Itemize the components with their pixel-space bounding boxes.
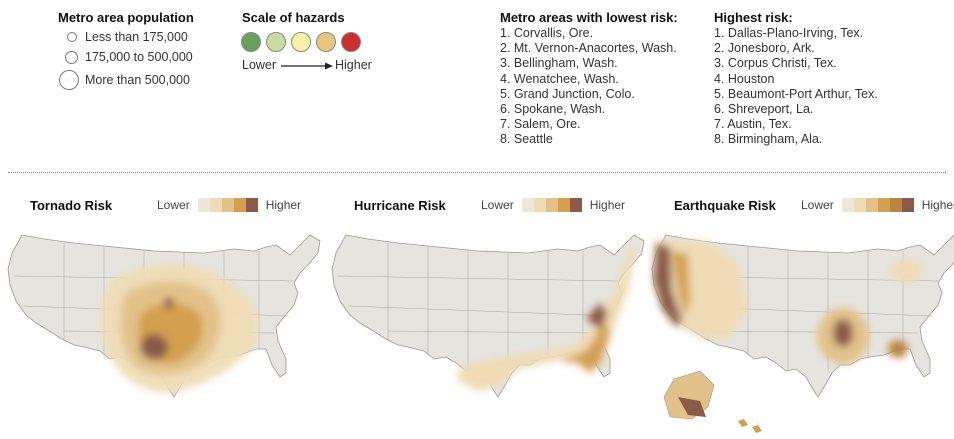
risk-maps xyxy=(7,234,954,433)
earthquake-map-title: Earthquake Risk xyxy=(674,198,776,213)
population-label: More than 500,000 xyxy=(85,73,190,87)
earthquake-map xyxy=(651,234,954,433)
hazard-lower-label: Lower xyxy=(242,58,277,72)
hazard-swatch xyxy=(316,32,336,52)
list-item: 4. Wenatchee, Wash. xyxy=(500,71,619,86)
hurricane-risk-zones xyxy=(458,247,636,391)
medium-circle-icon xyxy=(65,50,78,64)
hurricane-legend: Lower Higher xyxy=(481,198,625,212)
population-legend-title: Metro area population xyxy=(58,10,194,25)
legend-scale xyxy=(197,198,258,212)
legend-scale xyxy=(521,198,582,212)
list-item: 7. Salem, Ore. xyxy=(500,117,581,132)
list-item: 6. Spokane, Wash. xyxy=(500,102,606,117)
population-label: 175,000 to 500,000 xyxy=(85,50,193,64)
arrow-right-icon xyxy=(281,62,333,70)
tornado-map xyxy=(7,234,321,398)
hazard-swatch xyxy=(291,32,311,52)
list-item: 1. Dallas-Plano-Irving, Tex. xyxy=(714,26,864,40)
hurricane-map xyxy=(331,234,645,398)
section-divider xyxy=(8,172,946,173)
list-item: 5. Beaumont-Port Arthur, Tex. xyxy=(714,86,878,101)
highest-risk-list: 1. Dallas-Plano-Irving, Tex. 2. Jonesbor… xyxy=(714,26,878,148)
legend-lower-label: Lower xyxy=(801,198,834,212)
highest-risk-title: Highest risk: xyxy=(714,10,793,25)
list-item: 5. Grand Junction, Colo. xyxy=(500,86,635,101)
hurricane-map-title: Hurricane Risk xyxy=(354,198,446,213)
population-item-large: More than 500,000 xyxy=(59,70,190,90)
population-item-small: Less than 175,000 xyxy=(64,30,188,44)
list-item: 1. Corvallis, Ore. xyxy=(500,26,594,40)
hawaii-inset xyxy=(738,419,762,433)
list-item: 6. Shreveport, La. xyxy=(714,102,814,117)
list-item: 2. Jonesboro, Ark. xyxy=(714,41,815,56)
lowest-risk-list: 1. Corvallis, Ore. 2. Mt. Vernon-Anacort… xyxy=(500,26,677,148)
hazard-higher-label: Higher xyxy=(335,58,372,72)
hazard-scale-title: Scale of hazards xyxy=(242,10,345,25)
population-item-medium: 175,000 to 500,000 xyxy=(63,50,193,64)
small-circle-icon xyxy=(67,32,77,42)
list-item: 2. Mt. Vernon-Anacortes, Wash. xyxy=(500,41,677,56)
tornado-map-title: Tornado Risk xyxy=(30,198,113,213)
list-item: 4. Houston xyxy=(714,71,775,86)
hazard-swatch xyxy=(266,32,286,52)
hazard-swatch xyxy=(241,32,261,52)
hazard-scale-swatches xyxy=(241,32,366,52)
population-label: Less than 175,000 xyxy=(85,30,188,44)
lowest-risk-title: Metro areas with lowest risk: xyxy=(500,10,678,25)
earthquake-risk-zones xyxy=(654,241,922,364)
list-item: 8. Seattle xyxy=(500,132,553,147)
list-item: 3. Bellingham, Wash. xyxy=(500,56,618,71)
hazard-swatch xyxy=(341,32,361,52)
legend-higher-label: Higher xyxy=(589,198,626,212)
legend-higher-label: Higher xyxy=(265,198,302,212)
list-item: 8. Birmingham, Ala. xyxy=(714,132,823,147)
legend-scale xyxy=(841,198,914,212)
state-borders xyxy=(337,243,619,371)
list-item: 7. Austin, Tex. xyxy=(714,117,792,132)
earthquake-legend: Lower Higher xyxy=(801,198,954,212)
large-circle-icon xyxy=(59,70,79,90)
list-item: 3. Corpus Christi, Tex. xyxy=(714,56,837,71)
tornado-risk-zones xyxy=(101,264,258,393)
legend-higher-label: Higher xyxy=(921,198,954,212)
alaska-high-risk xyxy=(678,397,706,417)
legend-lower-label: Lower xyxy=(157,198,190,212)
legend-lower-label: Lower xyxy=(481,198,514,212)
tornado-legend: Lower Higher xyxy=(157,198,301,212)
